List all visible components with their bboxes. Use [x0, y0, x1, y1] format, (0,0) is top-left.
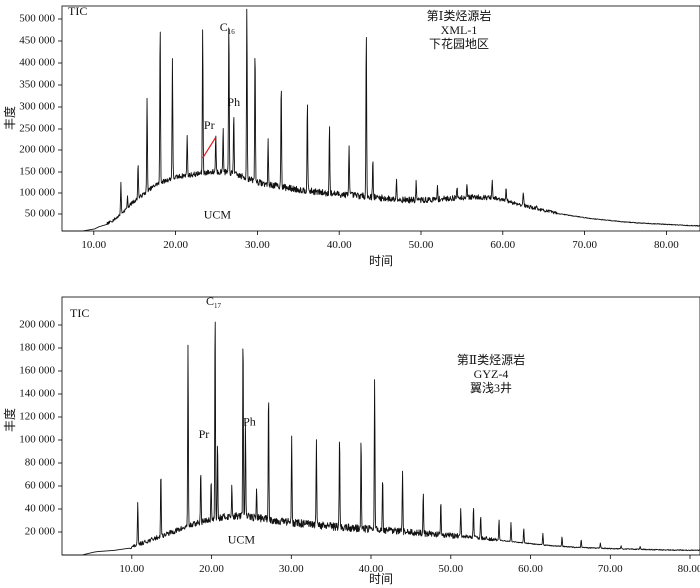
- panel-2-x-axis-title: 时间: [369, 572, 393, 586]
- panel-1-plot-frame: [61, 5, 700, 232]
- panel-1-x-tick-label: 40.00: [327, 239, 352, 251]
- panel-1-x-tick-label: 70.00: [572, 239, 597, 251]
- panel-1-y-tick-label: 50 000: [25, 208, 56, 220]
- panel-2-x-tick-label: 50.00: [438, 563, 463, 575]
- panel-2-y-axis-title: 丰度: [2, 408, 17, 432]
- panel-2-x-tick-labels: 10.00 20.00 30.00 40.00 50.00 60.00 70.0…: [119, 563, 700, 575]
- panel-1-info-line-2: XML-1: [441, 23, 478, 37]
- panel-2-x-tick-label: 30.00: [279, 563, 304, 575]
- panel-2-y-tick-labels: 20 000 40 000 60 000 80 000 100 000 120 …: [19, 319, 55, 538]
- panel-1-y-tick-labels: 50 000 100 000 150 000 200 000 250 000 3…: [19, 13, 55, 220]
- panel-1-y-tick-label: 150 000: [19, 166, 55, 178]
- panel-1-peak-label-c16: C16: [220, 20, 236, 36]
- panel-2-y-tick-label: 40 000: [25, 503, 56, 515]
- panel-1-y-tick-label: 400 000: [19, 57, 55, 69]
- panel-2-y-tick-label: 140 000: [19, 388, 55, 400]
- panel-2-x-tick-label: 10.00: [119, 563, 144, 575]
- panel-2-peak-label-pr: Pr: [199, 427, 210, 441]
- panel-2-plot-frame: [61, 296, 700, 556]
- panel-2-info-line-1: 第Ⅱ类烃源岩: [457, 352, 525, 367]
- panel-1-x-tick-label: 80.00: [654, 239, 679, 251]
- panel-2-y-tick-label: 80 000: [25, 457, 56, 469]
- panel-1-y-tick-label: 200 000: [19, 144, 55, 156]
- panel-1-x-tick-label: 30.00: [245, 239, 270, 251]
- panel-2-y-tick-label: 100 000: [19, 434, 55, 446]
- panel-1-y-tick-label: 300 000: [19, 101, 55, 113]
- panel-1-x-tick-label: 10.00: [81, 239, 106, 251]
- panel-1-pr-pointer-line: [202, 136, 217, 159]
- panel-2-tic-label: TIC: [70, 306, 89, 320]
- panel-2-tic-trace: [61, 321, 700, 556]
- panel-2-x-tick-label: 60.00: [518, 563, 543, 575]
- panel-1-y-tick-label: 100 000: [19, 187, 55, 199]
- panel-1-ucm-label: UCM: [204, 208, 232, 222]
- panel-2-x-tick-label: 20.00: [199, 563, 224, 575]
- panel-1-x-tick-label: 20.00: [163, 239, 188, 251]
- panel-2-info-line-3: 翼浅3井: [470, 381, 512, 395]
- panel-1-y-tick-label: 500 000: [19, 13, 55, 25]
- panel-2: TIC 丰度 时间 10.00 20.00 30.00 40.00 50.00 …: [2, 294, 700, 586]
- panel-1-y-tick-label: 450 000: [19, 35, 55, 47]
- panel-1-x-ticks: [93, 231, 667, 235]
- panel-1-x-tick-label: 60.00: [490, 239, 515, 251]
- panel-1-tic-label: TIC: [68, 4, 87, 18]
- panel-2-x-tick-label: 70.00: [598, 563, 623, 575]
- panel-2-info-line-2: GYZ-4: [474, 367, 509, 381]
- panel-2-y-tick-label: 160 000: [19, 365, 55, 377]
- panel-1-x-tick-labels: 10.00 20.00 30.00 40.00 50.00 60.00 70.0…: [81, 239, 679, 251]
- panel-2-y-tick-label: 20 000: [25, 526, 56, 538]
- panel-2-y-tick-label: 200 000: [19, 319, 55, 331]
- panel-1: TIC 丰度 时间 10.00 20.00 30.00 40.00 50.00 …: [2, 4, 700, 268]
- panel-2-x-ticks: [131, 555, 691, 559]
- panel-1-info-line-1: 第Ⅰ类烃源岩: [427, 8, 492, 23]
- panel-2-y-tick-label: 120 000: [19, 411, 55, 423]
- panel-1-peak-label-ph: Ph: [227, 95, 240, 109]
- panel-2-y-ticks: [58, 324, 62, 533]
- panel-1-x-axis-title: 时间: [369, 254, 393, 268]
- panel-2-y-tick-label: 60 000: [25, 480, 56, 492]
- panel-2-x-tick-label: 80.00: [678, 563, 700, 575]
- panel-2-peak-label-c17: C17: [206, 294, 222, 310]
- panel-2-x-tick-label: 40.00: [359, 563, 384, 575]
- panel-1-info-line-3: 下花园地区: [429, 36, 489, 51]
- panel-1-y-axis-title: 丰度: [2, 106, 17, 130]
- panel-1-y-ticks: [58, 18, 62, 215]
- panel-1-x-tick-label: 50.00: [409, 239, 434, 251]
- panel-2-y-tick-label: 180 000: [19, 342, 55, 354]
- panel-1-peak-label-pr: Pr: [204, 118, 215, 132]
- panel-1-tic-trace: [61, 8, 700, 232]
- panel-2-ucm-label: UCM: [228, 533, 256, 547]
- panel-1-y-tick-label: 350 000: [19, 79, 55, 91]
- panel-1-y-tick-label: 250 000: [19, 123, 55, 135]
- panel-2-peak-label-ph: Ph: [243, 414, 256, 428]
